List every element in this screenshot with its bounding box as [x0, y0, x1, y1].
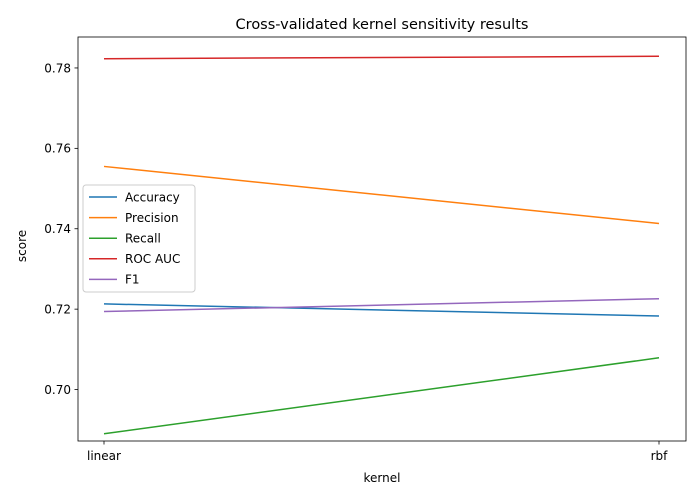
- y-axis-label: score: [15, 230, 29, 262]
- y-tick-label: 0.76: [44, 142, 71, 156]
- axes-frame: [77, 36, 687, 442]
- y-tick-label: 0.74: [44, 222, 71, 236]
- series-line-accuracy: [103, 303, 660, 317]
- legend-label-precision: Precision: [125, 211, 179, 225]
- x-tick-label: linear: [87, 449, 121, 463]
- series-line-f1: [103, 297, 660, 313]
- legend-label-f1: F1: [125, 273, 140, 287]
- x-tick-label: rbf: [651, 449, 669, 463]
- legend: Accuracy Precision Recall ROC AUC F1: [82, 184, 196, 293]
- chart-title: Cross-validated kernel sensitivity resul…: [236, 17, 529, 33]
- legend-label-accuracy: Accuracy: [125, 190, 180, 204]
- y-tick-label: 0.72: [44, 302, 71, 316]
- y-tick-label: 0.78: [44, 61, 71, 75]
- series-line-recall: [103, 357, 660, 435]
- series-line-precision: [103, 165, 660, 225]
- legend-label-recall: Recall: [125, 232, 161, 246]
- y-tick-label: 0.70: [44, 383, 71, 397]
- legend-box: [82, 184, 196, 293]
- plot-area: 0.70 0.72 0.74 0.76 0.78 linear rbf: [44, 36, 687, 463]
- legend-label-roc-auc: ROC AUC: [125, 252, 180, 266]
- series-line-roc-auc: [103, 55, 660, 60]
- x-axis-label: kernel: [364, 471, 401, 485]
